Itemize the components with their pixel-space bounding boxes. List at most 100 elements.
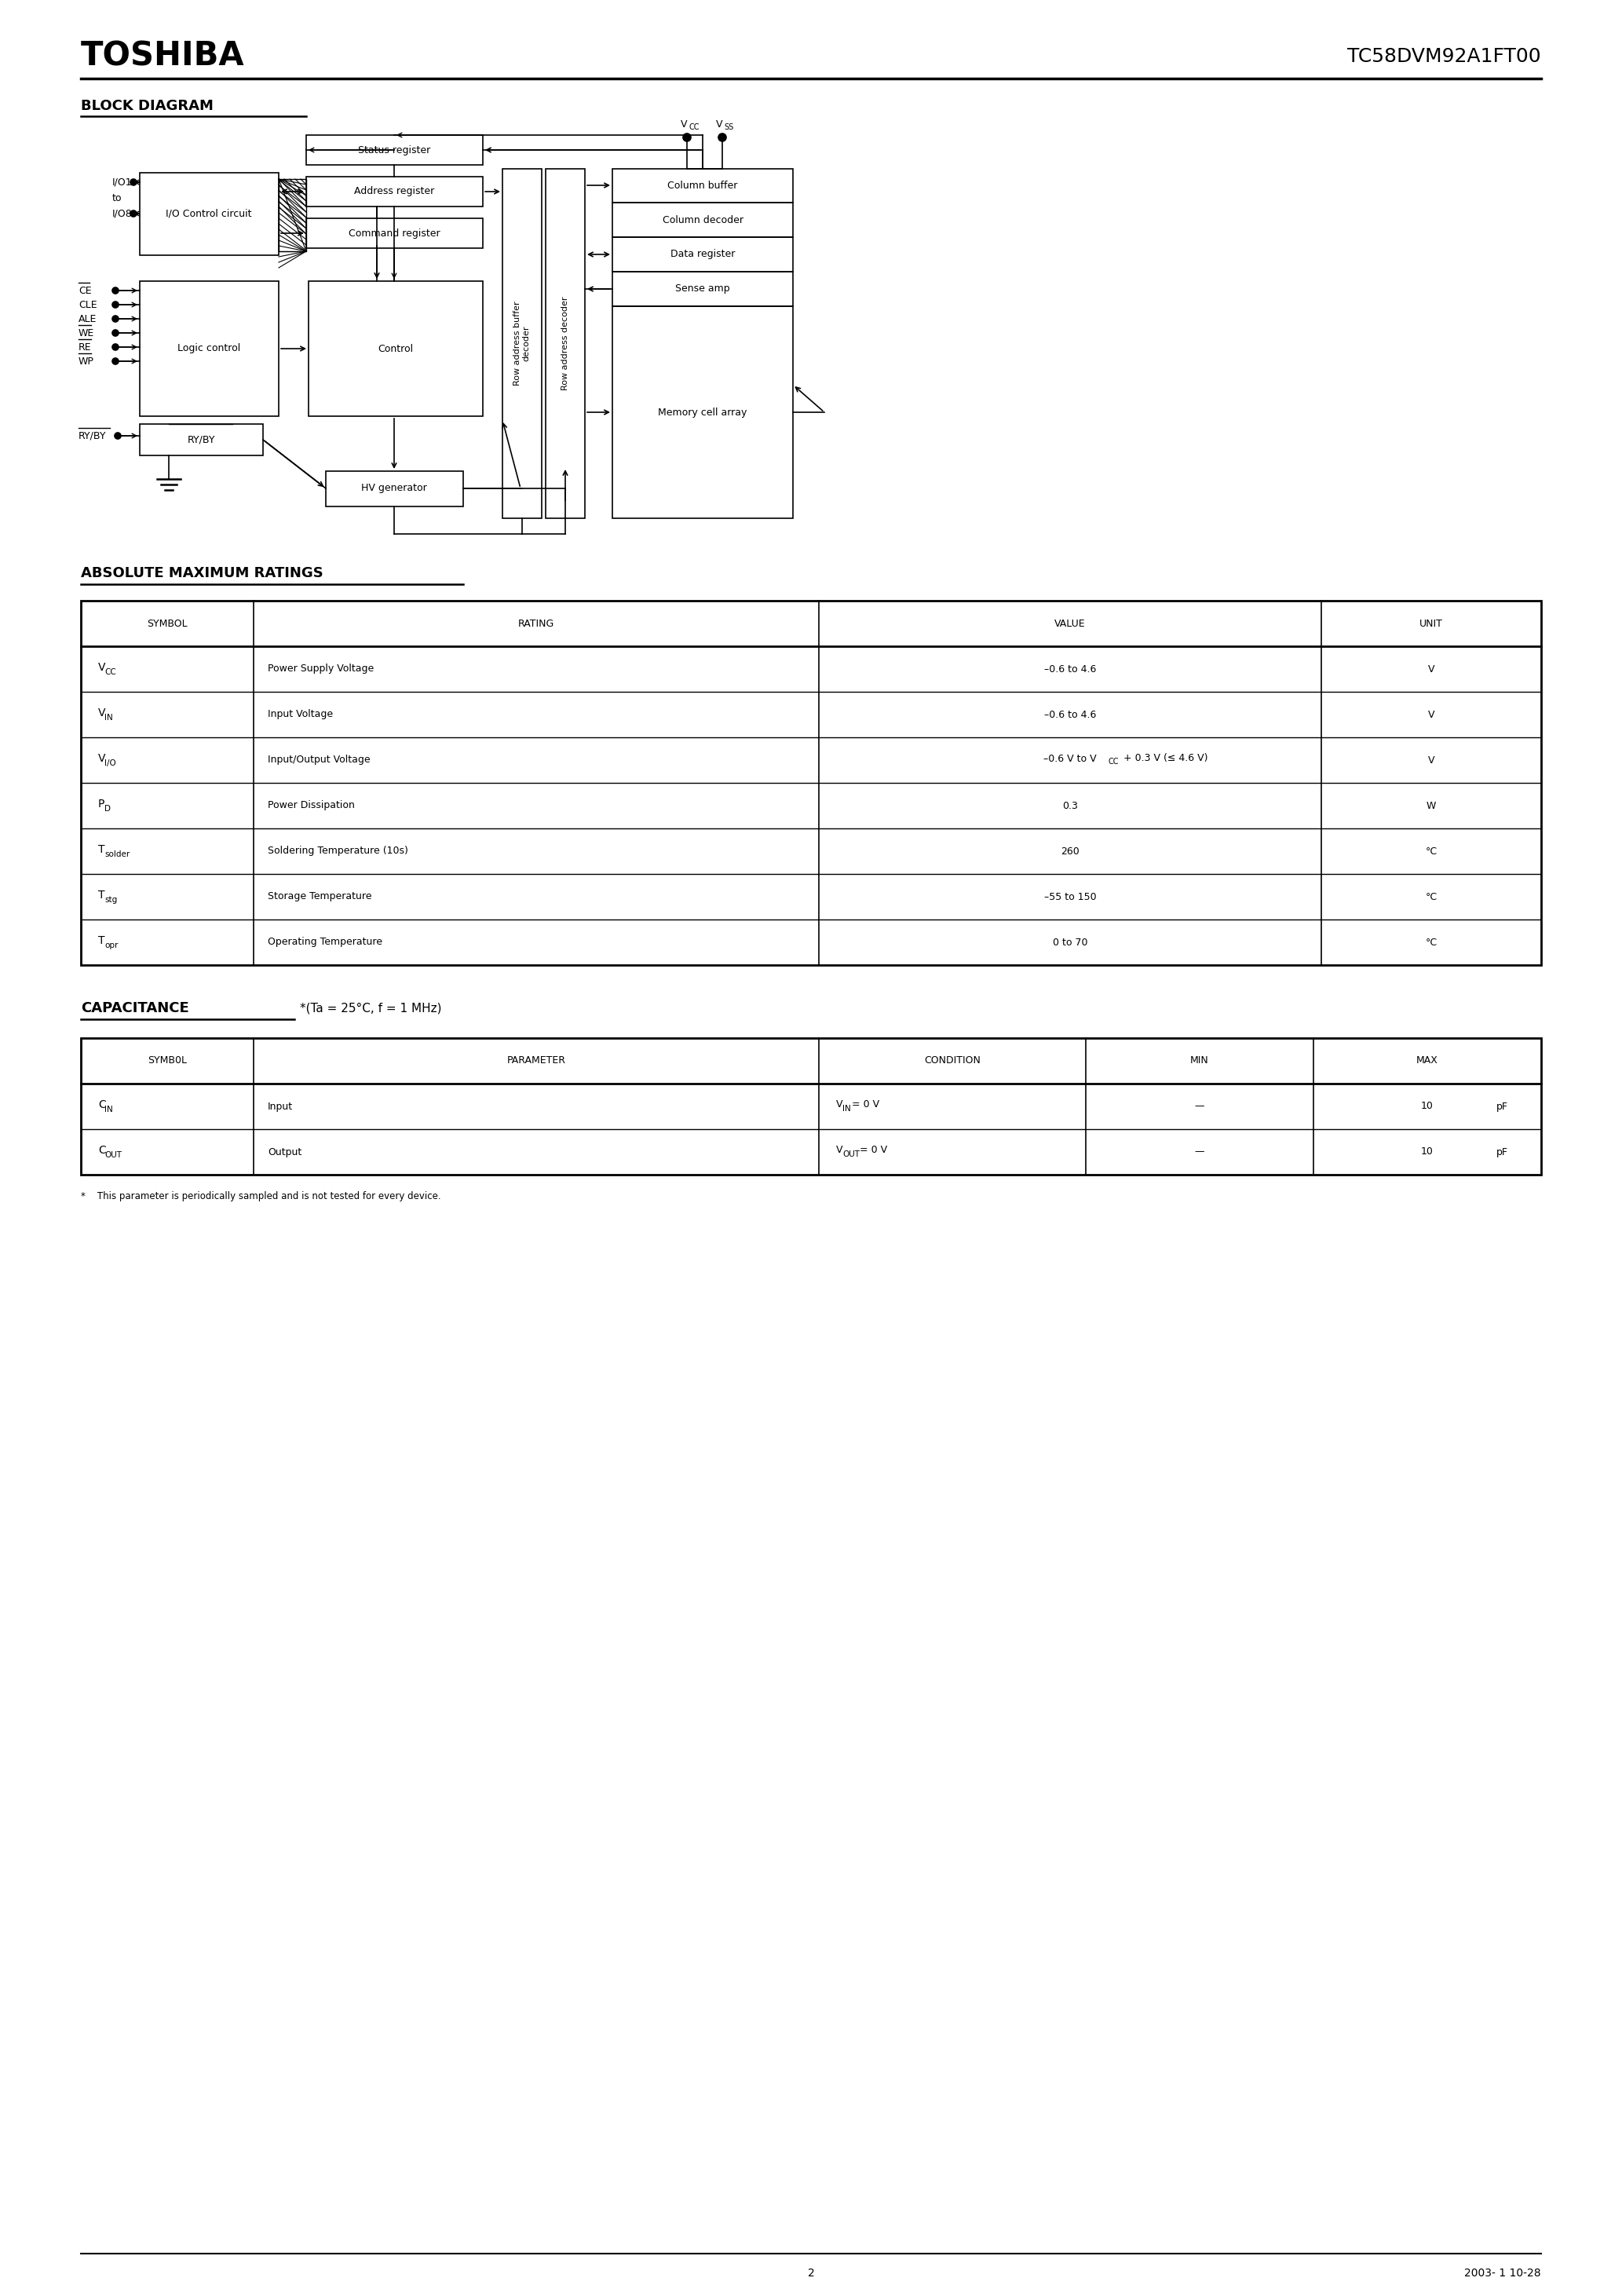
Bar: [279, 179, 307, 250]
Text: Sense amp: Sense amp: [675, 285, 730, 294]
Bar: [81, 602, 1541, 964]
Text: Status register: Status register: [358, 145, 430, 156]
Text: Column buffer: Column buffer: [668, 179, 738, 191]
Text: RATING: RATING: [517, 618, 555, 629]
Text: T: T: [99, 889, 105, 900]
Text: VALUE: VALUE: [1054, 618, 1085, 629]
Text: *    This parameter is periodically sampled and is not tested for every device.: * This parameter is periodically sampled…: [81, 1192, 441, 1201]
Bar: [81, 1038, 1541, 1176]
Text: Input/Output Voltage: Input/Output Voltage: [268, 755, 370, 765]
Text: I/O: I/O: [104, 760, 117, 767]
Text: Control: Control: [378, 344, 414, 354]
Text: 260: 260: [1061, 847, 1079, 856]
Text: Column decoder: Column decoder: [662, 216, 743, 225]
Text: WE: WE: [78, 328, 94, 338]
Text: Power Supply Voltage: Power Supply Voltage: [268, 664, 375, 675]
Circle shape: [112, 287, 118, 294]
Text: –0.6 to 4.6: –0.6 to 4.6: [1045, 709, 1096, 719]
Text: IN: IN: [104, 1107, 114, 1114]
Text: stg: stg: [104, 895, 117, 905]
Bar: [326, 471, 464, 507]
Text: W: W: [1426, 801, 1435, 810]
Text: HV generator: HV generator: [362, 482, 427, 494]
Text: 10: 10: [1421, 1146, 1434, 1157]
Bar: [613, 202, 793, 236]
Text: Command register: Command register: [349, 227, 440, 239]
Text: 2003- 1 10-28: 2003- 1 10-28: [1465, 2268, 1541, 2278]
Text: D: D: [104, 806, 110, 813]
Bar: [139, 280, 279, 416]
Text: RY/BY: RY/BY: [187, 434, 216, 445]
Text: + 0.3 V (≤ 4.6 V): + 0.3 V (≤ 4.6 V): [1124, 753, 1208, 765]
Text: —: —: [1195, 1102, 1205, 1111]
Text: Power Dissipation: Power Dissipation: [268, 801, 355, 810]
Text: I/O1: I/O1: [112, 177, 131, 188]
Text: to: to: [112, 193, 122, 202]
Text: CAPACITANCE: CAPACITANCE: [81, 1001, 190, 1015]
Text: PARAMETER: PARAMETER: [506, 1056, 566, 1065]
Text: 0.3: 0.3: [1062, 801, 1079, 810]
Text: SS: SS: [723, 124, 733, 131]
Bar: [139, 425, 263, 455]
Text: C: C: [99, 1100, 105, 1111]
Circle shape: [683, 133, 691, 142]
Text: °C: °C: [1426, 847, 1437, 856]
Text: RY/BY: RY/BY: [78, 432, 107, 441]
Text: V: V: [681, 119, 688, 129]
Text: C: C: [99, 1146, 105, 1155]
Circle shape: [112, 315, 118, 321]
Text: Input Voltage: Input Voltage: [268, 709, 333, 719]
Circle shape: [115, 432, 122, 439]
Text: T: T: [99, 934, 105, 946]
Text: SYMBOL: SYMBOL: [148, 618, 188, 629]
Text: MAX: MAX: [1416, 1056, 1439, 1065]
Circle shape: [112, 301, 118, 308]
Bar: [545, 170, 586, 519]
Text: RE: RE: [78, 342, 91, 351]
Circle shape: [719, 133, 727, 142]
Text: V: V: [715, 119, 723, 129]
Text: –55 to 150: –55 to 150: [1045, 891, 1096, 902]
Text: IN: IN: [104, 714, 114, 721]
Text: WP: WP: [78, 356, 94, 367]
Text: Storage Temperature: Storage Temperature: [268, 891, 371, 902]
Bar: [307, 135, 483, 165]
Text: V: V: [1427, 755, 1434, 765]
Text: 0 to 70: 0 to 70: [1053, 937, 1087, 948]
Text: I/O Control circuit: I/O Control circuit: [165, 209, 251, 218]
Circle shape: [112, 344, 118, 351]
Text: Data register: Data register: [670, 250, 735, 259]
Bar: [613, 271, 793, 305]
Bar: [139, 172, 279, 255]
Text: 10: 10: [1421, 1102, 1434, 1111]
Text: Row address buffer
decoder: Row address buffer decoder: [514, 301, 530, 386]
Text: —: —: [1195, 1146, 1205, 1157]
Text: ALE: ALE: [78, 315, 97, 324]
Text: CC: CC: [104, 668, 117, 675]
Circle shape: [112, 358, 118, 365]
Text: T: T: [99, 845, 105, 854]
Bar: [613, 305, 793, 519]
Text: pF: pF: [1495, 1146, 1508, 1157]
Text: CLE: CLE: [78, 298, 97, 310]
Circle shape: [112, 331, 118, 335]
Text: CC: CC: [688, 124, 699, 131]
Text: V: V: [1427, 664, 1434, 675]
Text: MIN: MIN: [1191, 1056, 1208, 1065]
Text: TC58DVM92A1FT00: TC58DVM92A1FT00: [1348, 48, 1541, 67]
Text: ABSOLUTE MAXIMUM RATINGS: ABSOLUTE MAXIMUM RATINGS: [81, 567, 323, 581]
Text: IN: IN: [842, 1104, 852, 1114]
Bar: [613, 170, 793, 202]
Text: TOSHIBA: TOSHIBA: [81, 39, 245, 73]
Text: °C: °C: [1426, 891, 1437, 902]
Text: Memory cell array: Memory cell array: [659, 406, 748, 418]
Text: SYMB0L: SYMB0L: [148, 1056, 187, 1065]
Text: P: P: [99, 799, 105, 810]
Text: pF: pF: [1495, 1102, 1508, 1111]
Text: Output: Output: [268, 1146, 302, 1157]
Text: 2: 2: [808, 2268, 814, 2278]
Text: CC: CC: [1108, 758, 1118, 765]
Bar: [308, 280, 483, 416]
Text: I/O8: I/O8: [112, 209, 131, 218]
Text: CE: CE: [78, 285, 91, 296]
